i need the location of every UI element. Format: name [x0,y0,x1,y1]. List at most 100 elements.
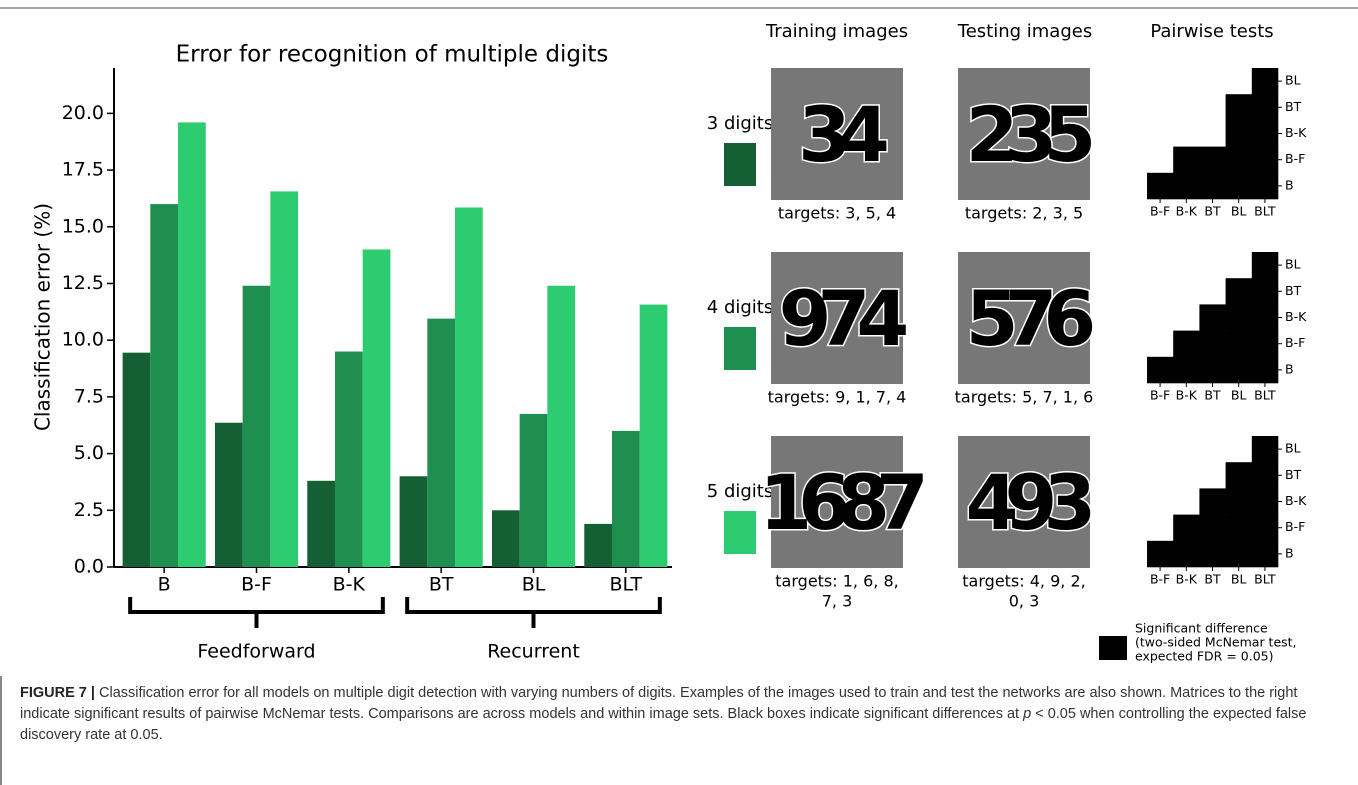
digit-image [958,68,1090,200]
matrix-y-label: BT [1285,283,1302,298]
significance-cell [1251,540,1279,568]
significance-cell [1251,356,1279,384]
matrix-y-label: B-K [1285,493,1307,508]
significance-label: (two-sided McNemar test, [1135,635,1297,650]
significance-cell [1147,356,1174,384]
matrix-y-label: B [1285,361,1294,376]
digit-image [958,436,1090,568]
bar [584,523,612,567]
bar [611,430,640,567]
significance-cell [1251,488,1279,515]
significance-cell [1173,330,1200,358]
significance-cell [1225,514,1253,542]
figure: Error for recognition of multiple digits… [0,7,1358,664]
legend-label: 3 digits [707,113,773,134]
matrix-x-label: BLT [1254,204,1276,219]
significance-cell [1225,120,1253,147]
matrix-x-label: B-K [1176,388,1198,403]
matrix-y-label: B [1285,177,1294,192]
matrix-x-label: BL [1231,572,1247,587]
matrix-y-label: BL [1285,73,1301,88]
significance-cell [1225,356,1253,384]
bar [214,422,243,567]
caption-text: Classification error for all models on m… [20,685,1298,722]
significance-cell [1251,462,1279,489]
bar [399,476,428,567]
chart-title: Error for recognition of multiple digits [176,42,609,68]
matrix-y-label: B [1285,545,1294,560]
significance-cell [1225,462,1253,489]
significance-cell [1251,68,1279,95]
digit-glyphs: 34 [798,90,887,179]
matrix-x-label: B-F [1150,572,1170,587]
targets-label: targets: 3, 5, 4 [778,204,896,223]
significance-cell [1199,172,1226,200]
matrix-x-label: BLT [1254,388,1276,403]
caption-p: p [1023,706,1032,722]
significance-cell [1225,94,1253,121]
legend-label: 5 digits [707,481,773,502]
matrix-y-label: BT [1285,99,1302,114]
caption-text: < 0.05 when controlling the expected fal… [20,706,1307,743]
significance-cell [1225,304,1253,331]
bar [122,352,151,567]
bar [519,413,548,567]
y-tick-label: 20.0 [62,102,104,124]
significance-cell [1199,330,1226,358]
bar [270,191,299,567]
significance-cell [1173,356,1200,384]
significance-cell [1225,330,1253,358]
targets-label: 0, 3 [1009,592,1040,611]
caption: FIGURE 7 | Classification error for all … [0,676,1330,785]
significance-label: Significant difference [1135,621,1268,636]
matrix-x-label: BT [1204,204,1221,219]
y-tick-label: 5.0 [74,442,104,464]
legend-swatch [724,143,756,186]
matrix-x-label: BLT [1254,572,1276,587]
digit-image [958,252,1090,384]
matrix-x-label: B-F [1150,204,1170,219]
bar [150,204,179,567]
matrix-y-label: B-F [1285,335,1305,350]
matrix-y-label: BL [1285,257,1301,272]
y-tick-label: 7.5 [74,385,104,407]
digit-image [771,68,903,200]
bar [455,207,483,568]
matrix-x-label: B-K [1176,572,1198,587]
significance-cell [1251,146,1279,174]
digit-glyphs: 576 [966,274,1093,363]
matrix-y-label: B-K [1285,309,1307,324]
significance-cell [1251,330,1279,358]
significance-cell [1251,94,1279,121]
matrix-y-label: B-F [1285,519,1305,534]
significance-cell [1225,488,1253,515]
significance-cell [1173,514,1200,542]
significance-cell [1225,146,1253,174]
significance-cell [1225,172,1253,200]
bar [242,285,271,567]
x-tick-label: BT [429,574,454,596]
y-tick-label: 2.5 [74,499,104,521]
significance-cell [1199,304,1226,331]
group-bracket [405,597,662,628]
legend-swatch [724,511,756,554]
significance-cell [1147,172,1174,200]
significance-cell [1147,540,1174,568]
column-header: Pairwise tests [1150,21,1273,42]
matrix-x-label: BL [1231,204,1247,219]
matrix-x-label: B-K [1176,204,1198,219]
digit-image [771,252,903,384]
matrix-y-label: B-F [1285,151,1305,166]
digit-image [771,436,903,568]
targets-label: 7, 3 [822,592,853,611]
legend-label: 4 digits [707,297,773,318]
significance-cell [1173,172,1200,200]
x-tick-label: B [158,574,171,596]
targets-label: targets: 5, 7, 1, 6 [955,388,1094,407]
x-tick-label: BLT [610,574,643,596]
targets-label: targets: 9, 1, 7, 4 [768,388,907,407]
x-tick-label: BL [522,574,546,596]
targets-label: targets: 1, 6, 8, [775,572,898,591]
significance-cell [1251,436,1279,463]
